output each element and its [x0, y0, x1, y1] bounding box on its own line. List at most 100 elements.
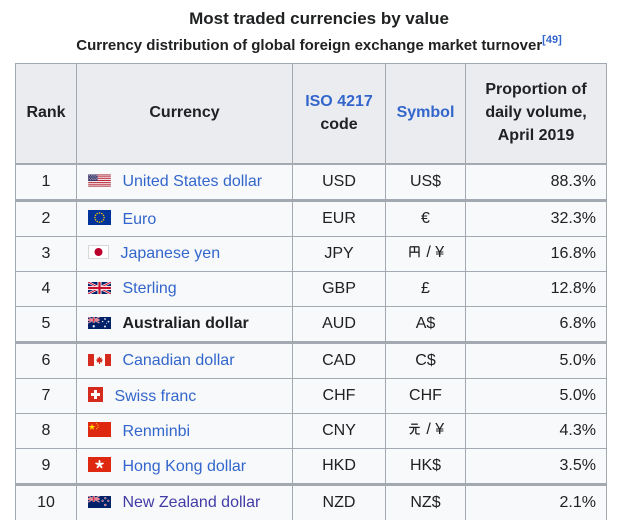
- proportion-cell: 2.1%: [465, 483, 607, 520]
- table-row-gbp: 4 Sterling GBP £ 12.8%: [15, 271, 607, 307]
- iso-4217-link[interactable]: ISO 4217: [305, 92, 373, 110]
- iso-code-cell: HKD: [292, 448, 386, 485]
- currency-cell: Japanese yen: [76, 236, 293, 272]
- iso-code-cell: USD: [292, 163, 386, 201]
- currency-link-japanese-yen[interactable]: Japanese yen: [120, 245, 221, 262]
- currency-link-swiss-franc[interactable]: Swiss franc: [114, 387, 197, 405]
- table-header: Rank Currency ISO 4217 code Symbol Propo…: [15, 63, 607, 165]
- iso-code-cell: CNY: [292, 413, 386, 449]
- table-row-chf: 7 Swiss franc CHF CHF 5.0%: [15, 378, 607, 414]
- currency-link-new-zealand-dollar[interactable]: New Zealand dollar: [122, 494, 261, 511]
- currency-link-canadian-dollar[interactable]: Canadian dollar: [122, 352, 235, 369]
- proportion-cell: 88.3%: [465, 163, 607, 201]
- currency-cell: Canadian dollar: [76, 341, 293, 379]
- table-row-cny: 8 Renminbi CNY / ¥ 4.3%: [15, 413, 607, 449]
- symbol-cell: / ¥: [385, 413, 466, 449]
- yuan-kanji-glyph: [407, 423, 422, 440]
- col-header-iso-code: ISO 4217 code: [292, 63, 386, 165]
- rank-cell: 10: [15, 483, 77, 520]
- symbol-cell: CHF: [385, 378, 466, 414]
- iso-code-cell: JPY: [292, 236, 386, 272]
- european-union-flag-icon: [88, 209, 111, 225]
- currency-link-renminbi[interactable]: Renminbi: [122, 422, 191, 440]
- currency-link-euro[interactable]: Euro: [122, 210, 157, 228]
- iso-code-cell: NZD: [292, 483, 386, 520]
- currency-self-australian-dollar: Australian dollar: [122, 315, 249, 332]
- col-header-symbol: Symbol: [385, 63, 466, 165]
- proportion-cell: 32.3%: [465, 199, 607, 237]
- proportion-cell: 12.8%: [465, 271, 607, 307]
- rank-cell: 9: [15, 448, 77, 485]
- united-kingdom-flag-icon: [88, 282, 111, 294]
- reference-link[interactable]: [49]: [542, 34, 562, 46]
- switzerland-flag-icon: [88, 386, 103, 402]
- symbol-suffix: / ¥: [421, 244, 445, 261]
- iso-code-cell: CHF: [292, 378, 386, 414]
- rank-cell: 4: [15, 271, 77, 307]
- rank-cell: 6: [15, 341, 77, 379]
- currency-cell: Australian dollar: [76, 306, 293, 343]
- currency-cell: Sterling: [76, 271, 293, 307]
- symbol-cell: C$: [385, 341, 466, 379]
- rank-cell: 5: [15, 306, 77, 343]
- currency-link-united-states-dollar[interactable]: United States dollar: [122, 173, 263, 190]
- symbol-suffix: / ¥: [421, 421, 445, 438]
- rank-cell: 8: [15, 413, 77, 449]
- currency-cell: Renminbi: [76, 413, 293, 449]
- iso-code-cell: AUD: [292, 306, 386, 343]
- table-row-hkd: 9 Hong Kong dollar HKD HK$ 3.5%: [15, 448, 607, 485]
- currency-link-sterling[interactable]: Sterling: [122, 280, 177, 297]
- currency-cell: Euro: [76, 199, 293, 237]
- yen-kanji-glyph: [407, 246, 422, 263]
- page-title: Most traded currencies by value: [189, 9, 449, 28]
- canada-flag-icon: [88, 354, 111, 366]
- col-header-rank: Rank: [15, 63, 77, 165]
- proportion-cell: 16.8%: [465, 236, 607, 272]
- proportion-cell: 5.0%: [465, 341, 607, 379]
- rank-cell: 7: [15, 378, 77, 414]
- header-row: Rank Currency ISO 4217 code Symbol Propo…: [15, 63, 607, 165]
- symbol-link[interactable]: Symbol: [396, 104, 455, 122]
- proportion-cell: 5.0%: [465, 378, 607, 414]
- col-header-proportion: Proportion of daily volume, April 2019: [465, 63, 607, 165]
- table-row-aud: 5 Australian dollar AUD A$ 6.8%: [15, 306, 607, 343]
- symbol-cell: NZ$: [385, 483, 466, 520]
- table-caption: Currency distribution of global foreign …: [16, 34, 622, 55]
- col-header-currency: Currency: [76, 63, 293, 165]
- china-flag-icon: [88, 421, 111, 437]
- currencies-table: Rank Currency ISO 4217 code Symbol Propo…: [15, 63, 607, 520]
- proportion-cell: 3.5%: [465, 448, 607, 485]
- iso-code-cell: EUR: [292, 199, 386, 237]
- symbol-cell: HK$: [385, 448, 466, 485]
- table-row-usd: 1 United States dollar USD US$ 88.3%: [15, 163, 607, 201]
- proportion-cell: 6.8%: [465, 306, 607, 343]
- table-row-jpy: 3 Japanese yen JPY / ¥ 16.8%: [15, 236, 607, 272]
- currency-cell: Swiss franc: [76, 378, 293, 414]
- iso-code-cell: GBP: [292, 271, 386, 307]
- currency-cell: Hong Kong dollar: [76, 448, 293, 485]
- proportion-cell: 4.3%: [465, 413, 607, 449]
- japan-flag-icon: [88, 245, 109, 259]
- symbol-cell: US$: [385, 163, 466, 201]
- rank-cell: 3: [15, 236, 77, 272]
- table-body: 1 United States dollar USD US$ 88.3% 2 E…: [15, 163, 607, 520]
- symbol-cell: / ¥: [385, 236, 466, 272]
- table-row-nzd: 10 New Zealand dollar NZD NZ$ 2.1%: [15, 483, 607, 520]
- iso-code-label: code: [320, 115, 358, 133]
- new-zealand-flag-icon: [88, 496, 111, 508]
- currency-link-hong-kong-dollar[interactable]: Hong Kong dollar: [122, 457, 247, 475]
- australia-flag-icon: [88, 317, 111, 329]
- rank-cell: 1: [15, 163, 77, 201]
- table-row-eur: 2 Euro EUR € 32.3%: [15, 199, 607, 237]
- table-caption-text: Currency distribution of global foreign …: [76, 37, 543, 54]
- symbol-cell: €: [385, 199, 466, 237]
- symbol-cell: A$: [385, 306, 466, 343]
- symbol-cell: £: [385, 271, 466, 307]
- table-row-cad: 6 Canadian dollar CAD C$ 5.0%: [15, 341, 607, 379]
- currency-cell: United States dollar: [76, 163, 293, 201]
- currency-cell: New Zealand dollar: [76, 483, 293, 520]
- rank-cell: 2: [15, 199, 77, 237]
- iso-code-cell: CAD: [292, 341, 386, 379]
- hong-kong-flag-icon: [88, 456, 111, 472]
